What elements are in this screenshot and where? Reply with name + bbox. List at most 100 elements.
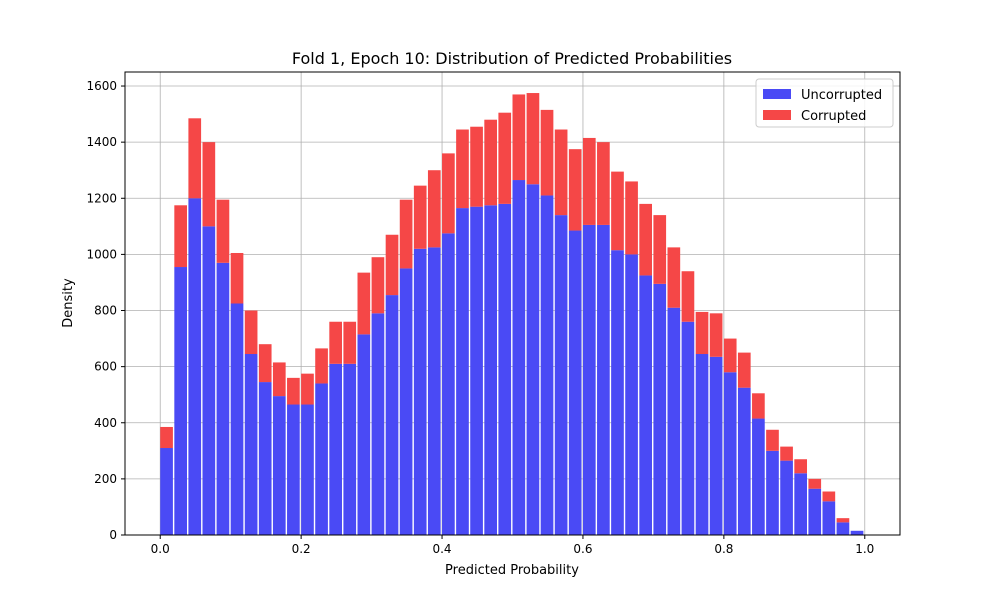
y-tick-label: 1200	[86, 191, 117, 205]
y-tick-label: 1600	[86, 79, 117, 93]
bar-uncorrupted	[780, 460, 793, 535]
bar-corrupted	[287, 377, 300, 405]
x-tick-label: 1.0	[855, 542, 874, 556]
chart-title: Fold 1, Epoch 10: Distribution of Predic…	[292, 49, 732, 68]
bar-uncorrupted	[230, 303, 244, 535]
bar-uncorrupted	[484, 205, 497, 535]
bar-uncorrupted	[399, 268, 413, 535]
bar-corrupted	[568, 149, 582, 231]
bar-corrupted	[667, 247, 681, 308]
bar-corrupted	[385, 234, 399, 296]
bar-uncorrupted	[597, 224, 610, 535]
bar-corrupted	[399, 199, 413, 269]
x-tick-label: 0.2	[292, 542, 311, 556]
bar-corrupted	[174, 205, 187, 268]
bar-corrupted	[709, 313, 723, 357]
bar-corrupted	[315, 348, 328, 384]
bar-uncorrupted	[695, 354, 709, 535]
bar-corrupted	[766, 429, 779, 451]
legend-swatch-uncorrupted	[763, 89, 791, 99]
bar-corrupted	[625, 181, 638, 255]
bar-corrupted	[244, 310, 258, 355]
bar-uncorrupted	[456, 208, 469, 535]
bar-corrupted	[160, 426, 173, 449]
bar-uncorrupted	[287, 404, 300, 535]
bar-corrupted	[272, 362, 286, 397]
bar-corrupted	[329, 321, 342, 364]
bar-corrupted	[343, 321, 357, 364]
bar-corrupted	[456, 129, 469, 209]
x-tick-label: 0.4	[432, 542, 451, 556]
bar-uncorrupted	[174, 267, 187, 535]
bar-uncorrupted	[667, 307, 681, 535]
bar-uncorrupted	[470, 206, 483, 535]
bar-corrupted	[836, 518, 850, 523]
y-axis-label: Density	[61, 278, 76, 328]
bar-uncorrupted	[272, 396, 286, 535]
bar-uncorrupted	[315, 383, 328, 535]
bar-uncorrupted	[681, 321, 695, 535]
bar-corrupted	[357, 272, 371, 335]
bar-corrupted	[639, 203, 652, 276]
y-tick-label: 1000	[86, 247, 117, 261]
legend: Uncorrupted Corrupted	[755, 78, 894, 128]
bar-uncorrupted	[357, 334, 371, 535]
legend-swatch-corrupted	[763, 110, 791, 120]
bar-corrupted	[653, 215, 667, 284]
x-tick-label: 0.8	[714, 542, 733, 556]
bar-uncorrupted	[625, 254, 638, 536]
bar-corrupted	[216, 199, 230, 263]
bar-corrupted	[371, 257, 385, 314]
bar-uncorrupted	[160, 448, 173, 535]
y-tick-label: 1400	[86, 135, 117, 149]
bar-uncorrupted	[822, 501, 836, 535]
bar-uncorrupted	[766, 450, 779, 535]
y-tick-label: 600	[94, 360, 117, 374]
bar-corrupted	[808, 478, 822, 489]
bar-uncorrupted	[427, 247, 441, 535]
bars	[160, 93, 864, 536]
bar-corrupted	[611, 171, 624, 251]
bar-corrupted	[681, 271, 695, 322]
bar-corrupted	[554, 129, 568, 216]
bar-corrupted	[737, 352, 751, 388]
bar-uncorrupted	[329, 363, 342, 535]
bar-uncorrupted	[385, 295, 399, 535]
bar-corrupted	[526, 93, 540, 185]
bar-corrupted	[597, 142, 610, 225]
bar-corrupted	[723, 338, 737, 373]
y-tick-label: 0	[109, 528, 117, 542]
bar-uncorrupted	[752, 418, 765, 535]
bar-uncorrupted	[512, 180, 526, 536]
bar-uncorrupted	[653, 283, 667, 535]
y-tick-label: 400	[94, 416, 117, 430]
bar-corrupted	[752, 393, 765, 419]
bar-uncorrupted	[808, 488, 822, 535]
bar-uncorrupted	[244, 354, 258, 535]
bar-uncorrupted	[526, 184, 540, 535]
x-axis-label: Predicted Probability	[445, 563, 579, 578]
bar-corrupted	[202, 142, 216, 227]
bar-corrupted	[695, 311, 709, 355]
bar-corrupted	[822, 491, 836, 502]
bar-corrupted	[427, 170, 441, 248]
axis-ticks: 0.0 0.2 0.4 0.6 0.8 1.0 0 200 400 600 800 1000 1200 1…	[86, 79, 874, 556]
bar-corrupted	[484, 119, 497, 206]
bar-corrupted	[258, 344, 272, 383]
bar-corrupted	[582, 137, 596, 225]
bar-uncorrupted	[498, 203, 512, 536]
legend-label-uncorrupted: Uncorrupted	[801, 88, 882, 103]
bar-corrupted	[442, 153, 455, 234]
bar-corrupted	[794, 459, 807, 474]
legend-label-corrupted: Corrupted	[801, 109, 866, 124]
bar-uncorrupted	[540, 195, 554, 535]
bar-uncorrupted	[568, 230, 582, 535]
bar-corrupted	[301, 373, 314, 405]
bar-uncorrupted	[723, 372, 737, 535]
bar-uncorrupted	[836, 522, 850, 535]
bar-uncorrupted	[343, 363, 357, 535]
bar-corrupted	[498, 112, 512, 204]
bar-uncorrupted	[639, 275, 652, 535]
